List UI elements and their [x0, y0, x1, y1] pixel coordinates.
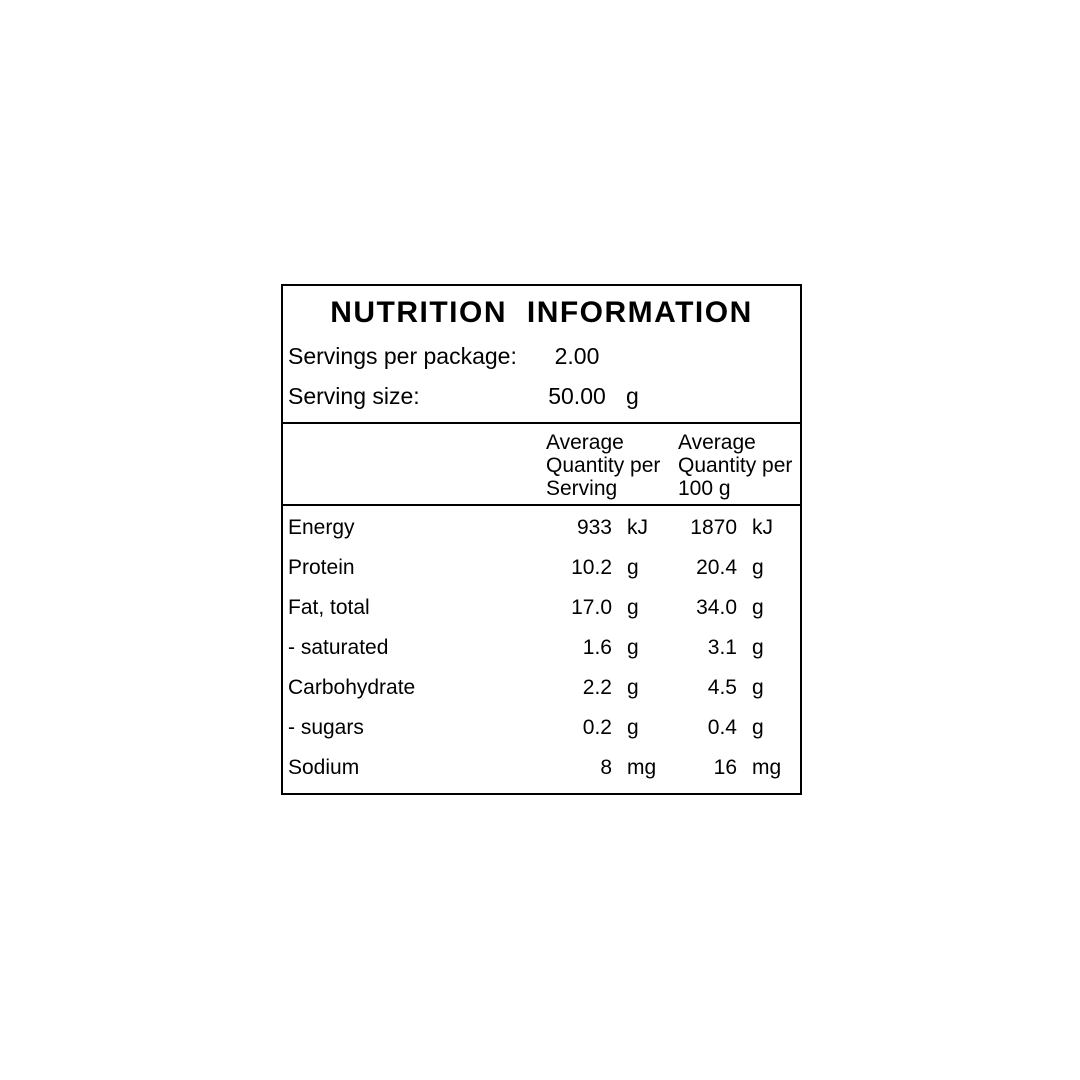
column-header-section: Average Quantity per Serving Average Qua… — [283, 424, 800, 506]
panel-header-section: NUTRITION INFORMATION Servings per packa… — [283, 286, 800, 424]
per-serving-value: 10.2 — [571, 556, 612, 579]
per-100g-value: 1870 — [690, 516, 737, 539]
per-100g-value: 4.5 — [707, 676, 737, 699]
nutrient-row-energy: Energy 933 kJ 1870 kJ — [283, 508, 800, 548]
serving-size-value: 50.00 — [548, 382, 606, 409]
column-header-per-100g: Average Quantity per 100 g — [678, 431, 792, 500]
column-header-line: Quantity per — [678, 454, 793, 477]
nutrient-row-saturated: - saturated 1.6 g 3.1 g — [283, 628, 800, 668]
per-serving-unit: g — [627, 556, 639, 579]
per-serving-unit: g — [627, 716, 639, 739]
nutrient-name: - sugars — [288, 716, 364, 739]
nutrient-row-fat-total: Fat, total 17.0 g 34.0 g — [283, 588, 800, 628]
per-serving-value: 2.2 — [582, 676, 612, 699]
column-header-line: Average — [546, 431, 624, 454]
nutrient-table: Energy 933 kJ 1870 kJ Protein 10.2 g 20.… — [283, 506, 800, 788]
per-100g-unit: g — [752, 716, 764, 739]
column-header-line: Serving — [546, 477, 618, 500]
nutrient-name: Fat, total — [288, 596, 370, 619]
per-serving-value: 933 — [576, 516, 612, 539]
per-100g-unit: g — [752, 676, 764, 699]
per-serving-value: 1.6 — [582, 636, 612, 659]
nutrient-name: Carbohydrate — [288, 676, 416, 699]
per-serving-unit: g — [627, 636, 639, 659]
nutrition-panel: NUTRITION INFORMATION Servings per packa… — [281, 284, 802, 795]
per-serving-value: 0.2 — [582, 716, 612, 739]
per-100g-unit: g — [752, 596, 764, 619]
per-serving-unit: kJ — [627, 516, 648, 539]
per-100g-unit: g — [752, 556, 764, 579]
per-100g-value: 16 — [713, 756, 737, 779]
nutrient-row-sugars: - sugars 0.2 g 0.4 g — [283, 708, 800, 748]
servings-per-package-label: Servings per package: — [288, 342, 517, 369]
panel-title: NUTRITION INFORMATION — [330, 296, 753, 329]
per-100g-value: 0.4 — [707, 716, 737, 739]
nutrient-row-sodium: Sodium 8 mg 16 mg — [283, 748, 800, 788]
serving-size-unit: g — [626, 382, 639, 409]
per-100g-unit: mg — [752, 756, 782, 779]
column-header-line: Quantity per — [546, 454, 661, 477]
servings-per-package-value: 2.00 — [554, 342, 600, 369]
column-header-per-serving: Average Quantity per Serving — [546, 431, 660, 500]
per-serving-unit: mg — [627, 756, 657, 779]
per-serving-unit: g — [627, 596, 639, 619]
per-serving-value: 17.0 — [571, 596, 612, 619]
nutrient-name: Sodium — [288, 756, 360, 779]
nutrient-name: - saturated — [288, 636, 389, 659]
per-serving-unit: g — [627, 676, 639, 699]
servings-per-package-row: Servings per package: 2.00 — [283, 336, 800, 376]
serving-size-label: Serving size: — [288, 382, 420, 409]
per-100g-unit: kJ — [752, 516, 773, 539]
per-100g-unit: g — [752, 636, 764, 659]
serving-size-row: Serving size: 50.00 g — [283, 376, 800, 416]
per-100g-value: 34.0 — [696, 596, 737, 619]
per-100g-value: 3.1 — [707, 636, 737, 659]
column-header-line: 100 g — [678, 477, 731, 500]
nutrient-name: Protein — [288, 556, 355, 579]
per-100g-value: 20.4 — [696, 556, 737, 579]
nutrient-row-carbohydrate: Carbohydrate 2.2 g 4.5 g — [283, 668, 800, 708]
nutrient-name: Energy — [288, 516, 355, 539]
nutrient-row-protein: Protein 10.2 g 20.4 g — [283, 548, 800, 588]
per-serving-value: 8 — [600, 756, 612, 779]
column-header-line: Average — [678, 431, 756, 454]
